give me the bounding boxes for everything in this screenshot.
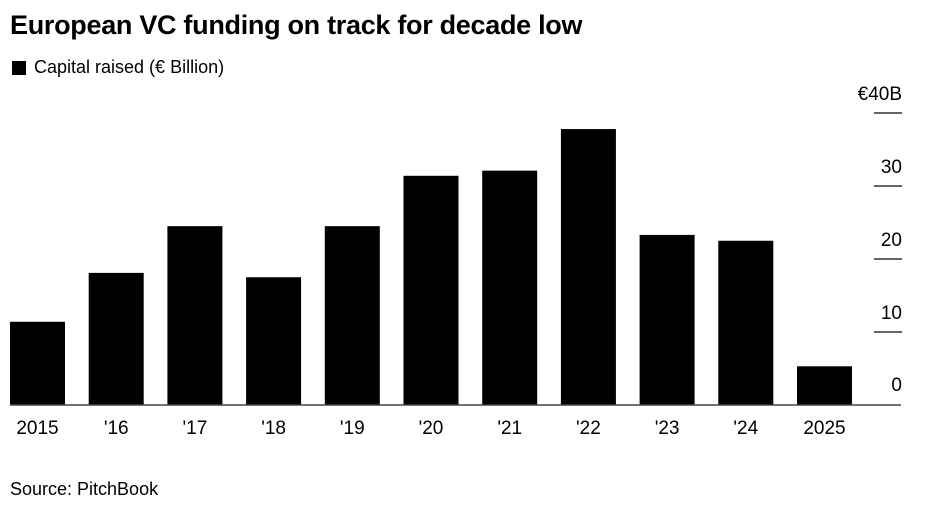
x-tick-label: '24: [733, 418, 758, 439]
x-tick-label: '20: [419, 418, 444, 439]
legend: Capital raised (€ Billion): [12, 57, 224, 78]
y-tick-label: €40B: [858, 84, 902, 105]
y-tick-label: 20: [881, 230, 902, 251]
bar-5: [403, 175, 459, 405]
bar-10: [797, 366, 852, 405]
y-tick-label: 10: [881, 303, 902, 324]
bar-1: [88, 272, 144, 405]
bar-8: [639, 234, 695, 405]
bar-7: [560, 129, 616, 405]
bar-9: [718, 240, 774, 405]
y-tick-label: 0: [891, 375, 902, 396]
bar-4: [324, 226, 380, 405]
x-tick-label: 2015: [16, 418, 58, 439]
legend-swatch: [12, 60, 26, 75]
x-tick-label: '19: [340, 418, 365, 439]
x-tick-label: '22: [576, 418, 601, 439]
legend-label: Capital raised (€ Billion): [34, 57, 225, 77]
x-tick-label: '23: [655, 418, 680, 439]
bar-3: [246, 277, 302, 405]
x-tick-label: '18: [261, 418, 286, 439]
bar-6: [482, 170, 538, 405]
x-tick-label: '16: [104, 418, 129, 439]
x-tick-label: '17: [183, 418, 208, 439]
x-tick-label: 2025: [803, 418, 845, 439]
bar-2: [167, 226, 223, 405]
chart-title: European VC funding on track for decade …: [10, 10, 583, 40]
y-tick-label: 30: [881, 157, 902, 178]
bar-0: [10, 321, 65, 405]
x-tick-label: '21: [497, 418, 522, 439]
source-note: Source: PitchBook: [10, 479, 159, 499]
